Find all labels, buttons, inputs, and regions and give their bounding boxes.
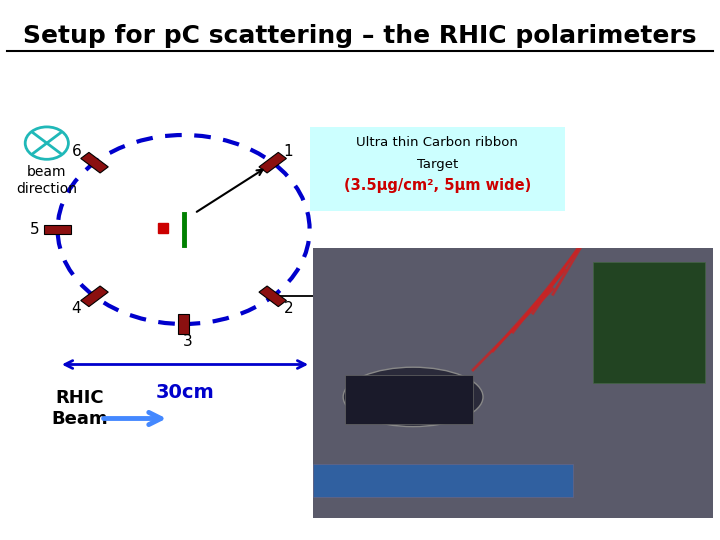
Text: (3.5μg/cm², 5μm wide): (3.5μg/cm², 5μm wide)	[343, 178, 531, 193]
Text: 30cm: 30cm	[156, 383, 215, 402]
Text: 1: 1	[284, 144, 293, 159]
Text: (ToF, E: (ToF, E	[320, 327, 371, 342]
Text: 4: 4	[72, 301, 81, 316]
Text: Ultra thin Carbon ribbon: Ultra thin Carbon ribbon	[356, 136, 518, 149]
Text: 3: 3	[182, 334, 192, 349]
Text: 5: 5	[30, 222, 40, 237]
Bar	[345, 375, 473, 424]
Text: beam
direction: beam direction	[17, 165, 77, 196]
Bar	[81, 152, 108, 173]
FancyBboxPatch shape	[310, 127, 565, 211]
Bar	[44, 225, 71, 234]
Text: RHIC
Beam: RHIC Beam	[51, 389, 107, 428]
Ellipse shape	[343, 367, 483, 427]
Text: ): )	[418, 327, 423, 342]
Text: Target: Target	[417, 158, 458, 171]
Bar	[259, 152, 287, 173]
Bar	[81, 286, 108, 307]
Text: Si strip detectors: Si strip detectors	[320, 294, 451, 309]
Bar	[313, 464, 573, 497]
FancyBboxPatch shape	[313, 248, 713, 518]
Text: C: C	[405, 330, 413, 341]
Bar	[178, 314, 189, 334]
Bar	[593, 262, 705, 383]
Text: 2: 2	[284, 301, 293, 316]
Text: 6: 6	[71, 144, 81, 159]
Bar	[259, 286, 287, 307]
Text: Setup for pC scattering – the RHIC polarimeters: Setup for pC scattering – the RHIC polar…	[23, 24, 697, 48]
